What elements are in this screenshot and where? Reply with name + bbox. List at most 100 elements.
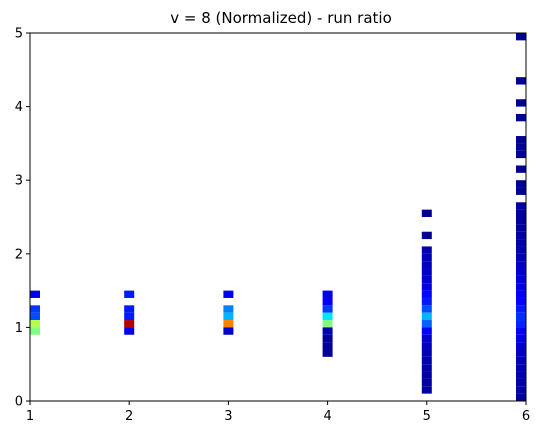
heatmap-cell [421,305,432,313]
heatmap-cell [516,342,526,350]
y-tick-label: 0 [15,395,23,410]
heatmap-cell [322,342,333,350]
heatmap-cell [421,312,432,321]
heatmap-cell [516,246,526,254]
heatmap-cell [421,327,432,335]
heatmap-cell [421,297,432,306]
heatmap-cell [223,320,234,328]
y-axis: 0 1 2 3 4 5 [15,27,30,410]
heatmap-cell [223,312,234,321]
heatmap-cell [30,290,40,298]
heatmap-cell [421,320,432,328]
heatmap-cell [223,290,234,298]
x-tick-label: 2 [125,409,133,424]
heatmap-cell [516,297,526,306]
heatmap-cell [30,320,40,328]
heatmap-cell [516,356,526,365]
heatmap-cell [516,253,526,262]
chart-title: v = 8 (Normalized) - run ratio [170,9,392,27]
y-tick-label: 1 [15,321,23,336]
heatmap-cell [516,150,526,159]
y-tick-label: 4 [15,100,23,115]
heatmap-cell [421,356,432,365]
heatmap-cell [516,99,526,107]
heatmap-cell [516,143,526,151]
heatmap-cell [516,386,526,394]
heatmap-cell [516,312,526,321]
heatmap-cell [421,290,432,298]
heatmap-cell [124,290,135,298]
heatmap-cell [124,327,135,335]
heatmap-cell [421,275,432,284]
heatmap-cell [516,290,526,298]
heatmap-cell [516,275,526,284]
heatmap-cell [322,320,333,328]
heatmap-cell [516,364,526,372]
heatmap-cell [421,371,432,379]
heatmap-cell [421,349,432,357]
heatmap-cell [516,231,526,240]
heatmap-cell [421,386,432,394]
heatmap-cell [421,231,432,240]
heatmap-cell [322,349,333,357]
heatmap-cell [124,305,135,313]
heatmap-cell [30,305,40,313]
heatmap-cell [516,378,526,387]
heatmap-cell [516,393,526,401]
heatmap-cell [516,33,526,41]
heatmap-cell [516,320,526,328]
heatmap-cell [322,327,333,335]
x-tick-label: 6 [522,409,530,424]
heatmap-cell [516,327,526,335]
y-tick-label: 3 [15,174,23,189]
heatmap-cell [516,217,526,225]
heatmap-cell [516,136,526,144]
heatmap-cell [421,378,432,387]
heatmap-cell [30,312,40,321]
heatmap-cell [421,268,432,276]
heatmap-cell [516,77,526,85]
heatmap-cell [421,253,432,262]
heatmap-cell [421,342,432,350]
y-tick-label: 2 [15,247,23,262]
heatmap-cell [421,209,432,217]
heatmap-cell [516,113,526,122]
heatmap-cell [421,261,432,269]
heatmap-cell [322,312,333,321]
heatmap-cell [516,202,526,210]
x-tick-label: 4 [323,409,331,424]
x-tick-label: 5 [423,409,431,424]
y-tick-label: 5 [15,27,23,42]
heatmap-cell [516,209,526,217]
x-tick-label: 3 [224,409,232,424]
heatmap-cell [516,305,526,313]
heatmap-cell [516,371,526,379]
x-axis: 1 2 3 4 5 6 [26,401,530,424]
heatmap-cell [322,297,333,306]
heatmap-cell [322,334,333,343]
heatmap-cell [516,349,526,357]
heatmap-cells [30,33,526,401]
heatmap-cell [516,334,526,343]
heatmap-cell [516,261,526,269]
heatmap-cell [516,165,526,173]
heatmap-cell [223,305,234,313]
heatmap-cell [322,290,333,298]
heatmap-cell [421,283,432,291]
heatmap-cell [516,283,526,291]
heatmap-cell [30,327,40,335]
heatmap-cell [421,246,432,254]
heatmap-cell [223,327,234,335]
heatmap-cell [516,239,526,247]
heatmap-cell [124,320,135,328]
plot-frame [29,32,527,402]
heatmap-cell [421,364,432,372]
heatmap-cell [124,312,135,321]
heatmap-cell [516,187,526,195]
heatmap-cell [516,180,526,188]
heatmap-cell [516,268,526,276]
heatmap-cell [516,224,526,232]
heatmap-cell [322,305,333,313]
x-tick-label: 1 [26,409,34,424]
